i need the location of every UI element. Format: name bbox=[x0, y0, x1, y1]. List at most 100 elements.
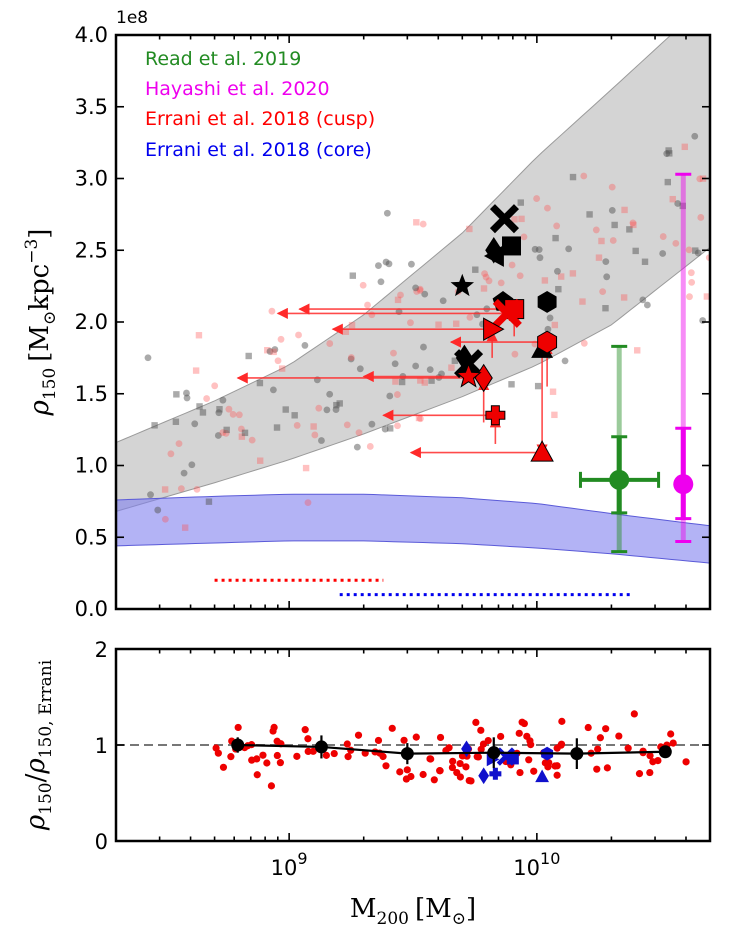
legend-read: Read et al. 2019 bbox=[145, 48, 301, 70]
sim-point bbox=[586, 211, 593, 218]
background-scatter bbox=[144, 102, 731, 531]
ratio-point bbox=[309, 747, 317, 755]
sim-point bbox=[724, 183, 731, 190]
ratio-point bbox=[436, 767, 444, 775]
sim-point bbox=[416, 415, 424, 423]
sim-point bbox=[428, 377, 435, 384]
sim-point bbox=[415, 414, 423, 422]
sim-point bbox=[497, 279, 505, 287]
sim-point bbox=[518, 215, 525, 223]
y-tick-label: 2.5 bbox=[75, 238, 108, 262]
ratio-point bbox=[253, 771, 261, 779]
sim-point bbox=[620, 294, 628, 301]
ratio-point bbox=[430, 776, 438, 784]
sim-point bbox=[256, 379, 264, 387]
sim-point bbox=[394, 296, 402, 304]
sim-point bbox=[417, 377, 424, 384]
sim-point bbox=[172, 418, 180, 425]
median-point bbox=[658, 745, 672, 759]
sim-point bbox=[691, 132, 699, 140]
bottom-y-axis-label: ρ150/ρ150, Errani bbox=[21, 659, 56, 831]
y-tick-label: 2 bbox=[95, 638, 108, 662]
sim-point bbox=[167, 450, 175, 458]
sim-point bbox=[219, 396, 227, 404]
sim-point bbox=[611, 221, 618, 229]
ratio-point bbox=[403, 766, 411, 774]
sim-point bbox=[248, 436, 256, 444]
sim-point bbox=[398, 378, 406, 386]
sim-point bbox=[517, 199, 524, 206]
sim-point bbox=[580, 339, 588, 347]
sim-point bbox=[534, 382, 542, 390]
galaxy-x bbox=[492, 298, 522, 328]
ratio-point bbox=[515, 729, 523, 737]
sim-point bbox=[439, 297, 447, 305]
sim-point bbox=[516, 272, 524, 280]
sim-point bbox=[549, 388, 557, 395]
sim-point bbox=[480, 285, 488, 292]
sim-point bbox=[326, 390, 334, 398]
sim-point bbox=[533, 195, 541, 202]
core-band bbox=[116, 493, 710, 564]
sim-point bbox=[666, 150, 673, 157]
sim-point bbox=[609, 237, 617, 244]
sim-point bbox=[245, 352, 252, 360]
sim-point bbox=[343, 421, 351, 429]
sim-point bbox=[382, 258, 390, 266]
sim-point bbox=[692, 247, 699, 254]
ratio-point bbox=[227, 753, 235, 761]
sim-point bbox=[685, 246, 693, 254]
x-axis-label: M200 [M⊙] bbox=[350, 894, 476, 929]
cusp-band bbox=[116, 35, 710, 512]
ratio-point bbox=[330, 749, 338, 758]
sim-point bbox=[511, 350, 519, 358]
sim-point bbox=[199, 409, 207, 416]
sim-point bbox=[485, 277, 493, 285]
sim-point bbox=[598, 237, 605, 245]
sim-point bbox=[643, 301, 651, 309]
ratio-point bbox=[635, 770, 644, 778]
sim-point bbox=[191, 420, 199, 428]
observation-points bbox=[578, 172, 694, 554]
y-tick-label: 1.5 bbox=[75, 382, 108, 406]
sim-point bbox=[438, 370, 445, 378]
ratio-point bbox=[615, 732, 623, 740]
sim-point bbox=[223, 426, 230, 434]
ratio-point bbox=[603, 764, 611, 772]
ratio-point bbox=[419, 770, 427, 779]
sim-point bbox=[448, 364, 455, 371]
sim-point bbox=[632, 247, 639, 255]
sim-point bbox=[375, 262, 382, 269]
sim-point bbox=[420, 343, 427, 351]
sim-point bbox=[173, 391, 180, 398]
sim-point bbox=[687, 269, 695, 277]
sim-point bbox=[235, 411, 243, 419]
ratio-point bbox=[553, 762, 561, 770]
median-point bbox=[231, 738, 245, 752]
ratio-point bbox=[304, 747, 312, 756]
sim-point bbox=[712, 198, 719, 205]
sim-point bbox=[188, 461, 196, 469]
sim-point bbox=[472, 266, 479, 273]
ratio-point bbox=[248, 756, 256, 764]
sim-point bbox=[557, 273, 565, 280]
sim-point bbox=[413, 219, 420, 226]
ratio-point bbox=[602, 725, 610, 733]
sim-point bbox=[311, 431, 319, 439]
median-point bbox=[487, 746, 501, 760]
ratio-point bbox=[477, 726, 485, 734]
y-offset-label: 1e8 bbox=[116, 8, 148, 28]
binned-median bbox=[231, 735, 672, 769]
sim-point bbox=[569, 270, 577, 277]
sim-point bbox=[629, 219, 637, 227]
sim-point bbox=[508, 381, 515, 388]
sim-point bbox=[293, 422, 301, 429]
sim-point bbox=[634, 347, 641, 354]
sim-point bbox=[368, 420, 376, 428]
sim-point bbox=[229, 410, 237, 418]
ratio-point bbox=[304, 735, 312, 743]
y-tick-label: 0.0 bbox=[75, 597, 108, 621]
sim-point bbox=[599, 288, 607, 296]
sim-point bbox=[348, 321, 356, 329]
y-tick-label: 4.0 bbox=[75, 23, 108, 47]
